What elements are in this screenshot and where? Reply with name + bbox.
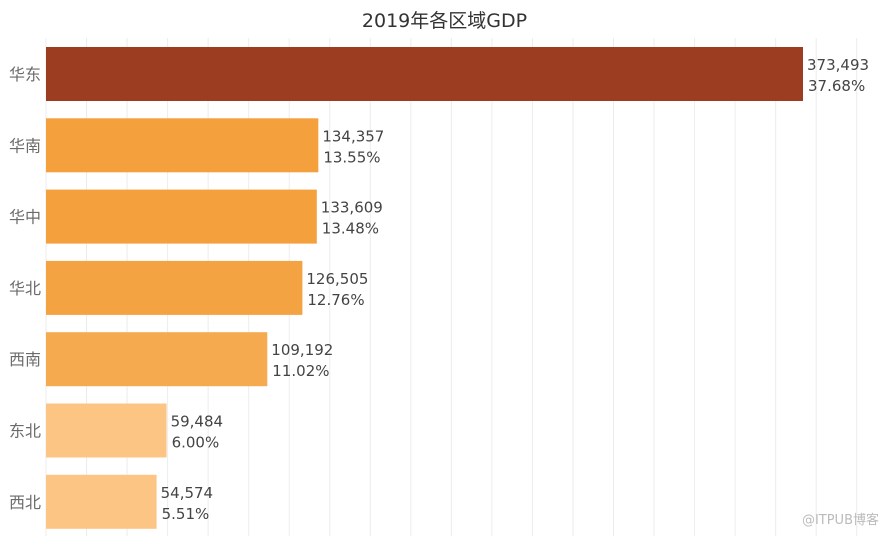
percent-label: 11.02%	[272, 362, 329, 380]
value-label: 133,609	[321, 199, 383, 217]
bar[interactable]	[46, 189, 317, 244]
percent-label: 12.76%	[307, 291, 364, 309]
value-label: 134,357	[322, 127, 384, 145]
category-label: 华南	[9, 136, 41, 155]
category-label: 华中	[9, 208, 41, 227]
bars	[46, 47, 803, 529]
percent-label: 37.68%	[808, 77, 865, 95]
bar[interactable]	[46, 47, 803, 101]
labels: 华东 373,493 37.68% 华南 134,357 13.55% 华中 133,609 1…	[9, 56, 869, 523]
category-label: 华北	[9, 279, 41, 298]
chart-title: 2019年各区域GDP	[361, 10, 528, 32]
bar[interactable]	[46, 474, 157, 529]
value-label: 126,505	[306, 270, 368, 288]
category-label: 华东	[9, 65, 41, 84]
bar[interactable]	[46, 118, 319, 173]
bar[interactable]	[46, 260, 303, 315]
bar[interactable]	[46, 332, 268, 387]
percent-label: 6.00%	[172, 434, 220, 452]
value-label: 59,484	[171, 413, 224, 431]
value-label: 109,192	[271, 341, 333, 359]
value-label: 373,493	[807, 56, 869, 74]
category-label: 西南	[9, 350, 41, 369]
percent-label: 13.48%	[322, 220, 379, 238]
value-label: 54,574	[161, 484, 214, 502]
watermark: @ITPUB博客	[801, 513, 879, 528]
percent-label: 13.55%	[323, 148, 380, 166]
percent-label: 5.51%	[162, 505, 210, 523]
bar[interactable]	[46, 403, 167, 458]
category-label: 西北	[9, 493, 41, 512]
category-label: 东北	[9, 422, 41, 441]
